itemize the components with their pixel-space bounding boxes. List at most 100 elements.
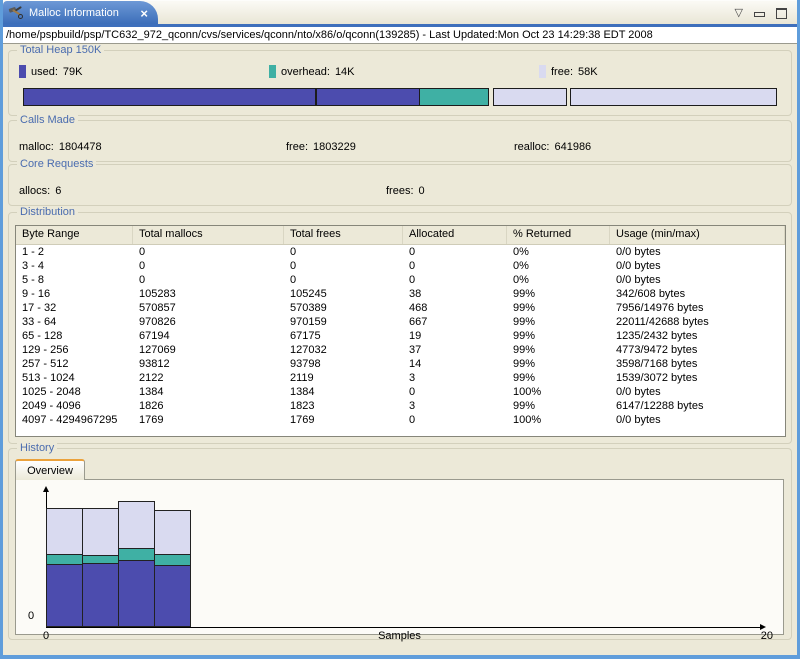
column-header[interactable]: Usage (min/max) [610, 226, 785, 244]
client-area: Total Heap 150K used: 79K overhead: 14K … [3, 44, 797, 655]
heap-bar-segment [23, 88, 317, 106]
table-cell: 667 [409, 316, 428, 328]
group-core-requests: Core Requests allocs: 6 frees: 0 [8, 158, 792, 206]
column-header[interactable]: Allocated [403, 226, 507, 244]
table-row[interactable]: 257 - 512 93812 93798 14 99% 3598/7168 bytes [16, 357, 785, 371]
column-header[interactable]: Total frees [284, 226, 403, 244]
column-header[interactable]: Total mallocs [133, 226, 284, 244]
table-cell: 4097 - 4294967295 [22, 414, 118, 426]
heap-usage-bar [23, 88, 777, 106]
table-row[interactable]: 4097 - 4294967295 1769 1769 0 100% 0/0 bytes [16, 413, 785, 427]
table-cell: 3 - 4 [22, 260, 45, 272]
table-cell: 0 [409, 274, 416, 286]
history-bar-segment-overhead [46, 554, 83, 565]
group-title-distribution: Distribution [17, 206, 79, 218]
history-bar-segment-free [154, 510, 191, 555]
tab-overview[interactable]: Overview [15, 459, 85, 480]
table-cell: 0/0 bytes [616, 260, 661, 272]
table-cell: 570389 [290, 302, 327, 314]
stat-value: 1804478 [58, 141, 102, 153]
table-cell: 3 [409, 400, 416, 412]
column-header[interactable]: Byte Range [16, 226, 133, 244]
tab-bar: Malloc Information × ▽ [3, 0, 797, 25]
free-color-chip [539, 65, 546, 78]
table-row[interactable]: 513 - 1024 2122 2119 3 99% 1539/3072 bytes [16, 371, 785, 385]
stat-free-calls: free: 1803229 [286, 141, 356, 153]
table-cell: 100% [513, 414, 542, 426]
table-cell: 1384 [139, 386, 164, 398]
legend-item-free: free: 58K [539, 65, 598, 78]
history-bar-segment-free [118, 501, 155, 549]
legend-label: overhead: [281, 65, 330, 78]
view-menu-icon[interactable]: ▽ [734, 6, 743, 19]
close-icon[interactable]: × [140, 5, 148, 21]
binary-path-text: /home/pspbuild/psp/TC632_972_qconn/cvs/s… [6, 29, 653, 41]
column-header[interactable]: % Returned [507, 226, 610, 244]
table-cell: 127032 [290, 344, 327, 356]
table-row[interactable]: 9 - 16 105283 105245 38 99% 342/608 bytes [16, 287, 785, 301]
table-cell: 99% [513, 372, 536, 384]
table-cell: 342/608 bytes [616, 288, 686, 300]
table-cell: 93798 [290, 358, 321, 370]
legend-item-overhead: overhead: 14K [269, 65, 355, 78]
tab-underline [3, 24, 797, 27]
table-cell: 2119 [290, 372, 314, 384]
group-history: History Overview 0 0 Samples 20 [8, 442, 792, 642]
table-cell: 2049 - 4096 [22, 400, 81, 412]
history-bar-segment-free [46, 508, 83, 555]
table-row[interactable]: 3 - 4 0 0 0 0% 0/0 bytes [16, 259, 785, 273]
group-title-calls-made: Calls Made [17, 114, 79, 126]
history-bar-segment-free [82, 508, 119, 556]
table-row[interactable]: 17 - 32 570857 570389 468 99% 7956/14976 byte… [16, 301, 785, 315]
heap-bar-segment [418, 88, 489, 106]
heap-bar-segment [492, 88, 568, 106]
table-cell: 0 [409, 260, 416, 272]
table-row[interactable]: 2049 - 4096 1826 1823 3 99% 6147/12288 bytes [16, 399, 785, 413]
legend-value: 79K [62, 65, 83, 78]
table-row[interactable]: 5 - 8 0 0 0 0% 0/0 bytes [16, 273, 785, 287]
table-cell: 19 [409, 330, 422, 342]
table-cell: 105283 [139, 288, 176, 300]
view-toolbar: ▽ [735, 6, 787, 20]
table-cell: 0 [409, 246, 416, 258]
table-cell: 129 - 256 [22, 344, 69, 356]
table-cell: 22011/42688 bytes [616, 316, 709, 328]
legend-value: 58K [578, 65, 598, 78]
stat-core-frees: frees: 0 [386, 185, 425, 197]
heap-bar-segment [570, 88, 777, 106]
table-row[interactable]: 65 - 128 67194 67175 19 99% 1235/2432 bytes [16, 329, 785, 343]
table-cell: 513 - 1024 [22, 372, 75, 384]
table-cell: 2122 [139, 372, 164, 384]
table-cell: 33 - 64 [22, 316, 57, 328]
table-row[interactable]: 1 - 2 0 0 0 0% 0/0 bytes [16, 245, 785, 259]
table-row[interactable]: 33 - 64 970826 970159 667 99% 22011/42688 byt… [16, 315, 785, 329]
table-cell: 0% [513, 274, 529, 286]
history-bar-segment-used [118, 560, 155, 627]
table-cell: 99% [513, 358, 536, 370]
table-cell: 99% [513, 344, 536, 356]
minimize-icon[interactable] [754, 11, 765, 17]
stat-label: frees: [386, 185, 414, 197]
table-cell: 0 [139, 246, 146, 258]
table-cell: 0/0 bytes [616, 274, 661, 286]
table-cell: 3598/7168 bytes [616, 358, 698, 370]
table-cell: 99% [513, 288, 536, 300]
stat-value: 0 [418, 185, 425, 197]
table-row[interactable]: 129 - 256 127069 127032 37 99% 4773/9472 byte… [16, 343, 785, 357]
group-title-total-heap: Total Heap 150K [17, 44, 105, 56]
tab-overview-label: Overview [27, 464, 73, 477]
distribution-body: 1 - 2 0 0 0 0% 0/0 bytes 3 - 4 0 0 0 0% 0/0 bytes 5 … [16, 245, 785, 427]
x-axis-max-label: 20 [760, 630, 773, 642]
stat-malloc-calls: malloc: 1804478 [19, 141, 102, 153]
heap-bar-segment [316, 88, 420, 106]
table-cell: 1826 [139, 400, 164, 412]
tab-malloc-information[interactable]: Malloc Information × [3, 1, 158, 25]
x-axis-arrow-icon [760, 624, 766, 630]
table-row[interactable]: 1025 - 2048 1384 1384 0 100% 0/0 bytes [16, 385, 785, 399]
maximize-icon[interactable] [776, 7, 787, 19]
table-cell: 17 - 32 [22, 302, 57, 314]
table-cell: 9 - 16 [22, 288, 51, 300]
table-cell: 0 [139, 274, 146, 286]
group-title-core-requests: Core Requests [17, 158, 97, 170]
history-plot: 0 0 Samples 20 [15, 479, 784, 642]
